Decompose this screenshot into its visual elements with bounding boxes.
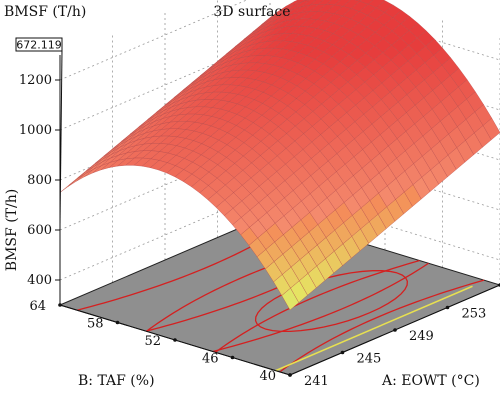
design-point-value: 672.119 <box>16 39 62 52</box>
y-tick <box>58 303 62 307</box>
wall-gridline <box>59 39 500 131</box>
x-tick <box>340 350 345 355</box>
y-tick-label: 64 <box>29 299 46 314</box>
x-tick-label: 241 <box>304 374 329 389</box>
x-tick-label: 249 <box>409 329 434 344</box>
wall-gridline <box>59 189 500 281</box>
y-tick-label: 40 <box>259 369 276 384</box>
design-point-box <box>15 37 63 52</box>
y-tick-label: 52 <box>144 334 161 349</box>
chart-axes: 4006008001000120040465258642412452492532… <box>19 50 500 389</box>
x-tick <box>393 328 397 332</box>
z-axis-label: BMSF (T/h) <box>4 189 20 271</box>
surface-patch <box>281 287 299 311</box>
contour-highlight <box>275 285 473 372</box>
design-point-leader <box>59 50 63 226</box>
contour-floor <box>58 214 500 376</box>
contour-loop <box>254 270 408 333</box>
z-tick-label: 400 <box>27 273 52 288</box>
chart-labels: 3D surface BMSF (T/h) BMSF (T/h) B: TAF … <box>4 4 480 389</box>
y-axis-label: B: TAF (%) <box>78 373 155 389</box>
z-tick-label: 600 <box>27 223 52 238</box>
wall-gridline <box>59 139 500 231</box>
contour-line <box>279 279 485 373</box>
z-tick-label: 1000 <box>19 123 52 138</box>
x-tick <box>445 305 450 310</box>
z-tick-label: 800 <box>27 173 52 188</box>
z-header: BMSF (T/h) <box>4 4 86 20</box>
y-tick-label: 58 <box>87 317 104 332</box>
contour-line <box>215 259 420 353</box>
y-tick <box>230 355 235 360</box>
surface-patch <box>76 169 94 182</box>
wall-gridline <box>59 0 500 81</box>
x-axis-label: A: EOWT (°C) <box>381 373 480 389</box>
contour-line <box>212 262 429 353</box>
x-tick-label: 253 <box>462 307 487 322</box>
response-surface <box>59 0 500 311</box>
x-tick <box>288 373 292 377</box>
y-tick <box>115 320 120 325</box>
y-tick <box>173 338 177 342</box>
z-tick-label: 1200 <box>19 73 52 88</box>
x-tick-label: 245 <box>357 352 382 367</box>
y-tick-label: 46 <box>202 352 219 367</box>
chart-title: 3D surface <box>213 4 290 20</box>
